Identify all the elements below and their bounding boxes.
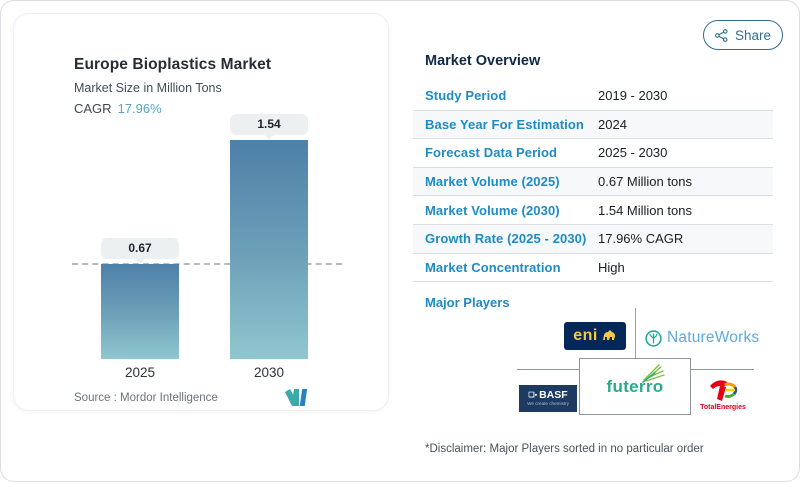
bar-value-tooltip: 1.54 [230, 114, 308, 135]
logo-divider-left [517, 369, 579, 370]
table-row: Base Year For Estimation 2024 [413, 110, 773, 140]
source-attribution: Source : Mordor Intelligence [74, 392, 218, 404]
logo-divider-vertical [635, 308, 636, 358]
source-value: Mordor Intelligence [120, 392, 218, 404]
table-row: Growth Rate (2025 - 2030) 17.96% CAGR [413, 224, 773, 254]
futerro-wordmark: futerro [607, 363, 666, 397]
major-players-label: Major Players [425, 295, 510, 310]
row-label: Market Volume (2030) [425, 202, 560, 218]
reference-dashed-line [72, 263, 342, 265]
natureworks-logo: NatureWorks [645, 329, 759, 347]
row-label: Growth Rate (2025 - 2030) [425, 231, 587, 247]
bar-2030[interactable] [230, 140, 308, 359]
eni-wordmark: eni [573, 327, 598, 344]
chart-title: Europe Bioplastics Market [74, 56, 272, 73]
overview-table: Study Period 2019 - 2030 Base Year For E… [413, 82, 773, 283]
chart-card: Europe Bioplastics Market Market Size in… [13, 13, 389, 411]
overview-title: Market Overview [425, 53, 541, 69]
cagr-value: 17.96% [117, 101, 162, 116]
bar-value-tooltip: 0.67 [101, 238, 179, 259]
row-label: Market Volume (2025) [425, 174, 560, 190]
totalenergies-wordmark: TotalEnergies [700, 404, 746, 411]
cagr-label: CAGR [74, 101, 112, 116]
row-label: Base Year For Estimation [425, 116, 584, 132]
logo-divider-right [691, 369, 754, 370]
basf-wordmark: BASF [539, 389, 568, 402]
share-button[interactable]: Share [703, 20, 783, 50]
basf-logo: ❏▪ BASF We create chemistry [519, 385, 577, 412]
bar-group-2030[interactable]: 1.54 [230, 114, 308, 359]
disclaimer-text: *Disclaimer: Major Players sorted in no … [425, 443, 704, 455]
row-value: 2019 - 2030 [598, 88, 668, 104]
share-icon [715, 28, 728, 42]
table-row: Forecast Data Period 2025 - 2030 [413, 139, 773, 168]
source-label: Source : [74, 392, 117, 404]
totalenergies-logo: TotalEnergies [698, 377, 748, 411]
bar-2025[interactable] [101, 264, 179, 359]
eni-dog-icon [602, 330, 615, 340]
row-label: Forecast Data Period [425, 145, 558, 161]
row-value: 2024 [598, 116, 627, 132]
table-row: Market Concentration High [413, 254, 773, 283]
row-label: Study Period [425, 88, 507, 104]
bar-group-2025[interactable]: 0.67 [101, 238, 179, 359]
futerro-logo: futerro [579, 358, 691, 415]
basf-tagline: We create chemistry [527, 401, 569, 407]
row-value: 17.96% CAGR [598, 231, 684, 247]
totalenergies-mark-icon [710, 380, 738, 401]
row-value: High [598, 259, 625, 275]
cagr-line: CAGR 17.96% [74, 101, 162, 116]
chart-subtitle: Market Size in Million Tons [74, 81, 222, 95]
eni-logo: eni [564, 322, 626, 350]
row-value: 2025 - 2030 [598, 145, 668, 161]
natureworks-leaf-icon [645, 329, 662, 347]
futerro-leaf-icon [642, 363, 666, 383]
basf-squares-icon: ❏▪ [528, 391, 538, 399]
row-value: 1.54 Million tons [598, 202, 692, 218]
mordor-intelligence-logo-icon [285, 389, 308, 406]
bar-chart: 0.67 1.54 2025 2030 [14, 14, 390, 412]
table-row: Market Volume (2025) 0.67 Million tons [413, 167, 773, 197]
x-axis-label-2030: 2030 [253, 365, 285, 380]
share-label: Share [734, 27, 772, 43]
row-value: 0.67 Million tons [598, 174, 692, 190]
row-label: Market Concentration [425, 259, 561, 275]
x-axis-label-2025: 2025 [124, 365, 156, 380]
table-row: Study Period 2019 - 2030 [413, 82, 773, 111]
table-row: Market Volume (2030) 1.54 Million tons [413, 196, 773, 225]
natureworks-wordmark: NatureWorks [667, 329, 760, 346]
